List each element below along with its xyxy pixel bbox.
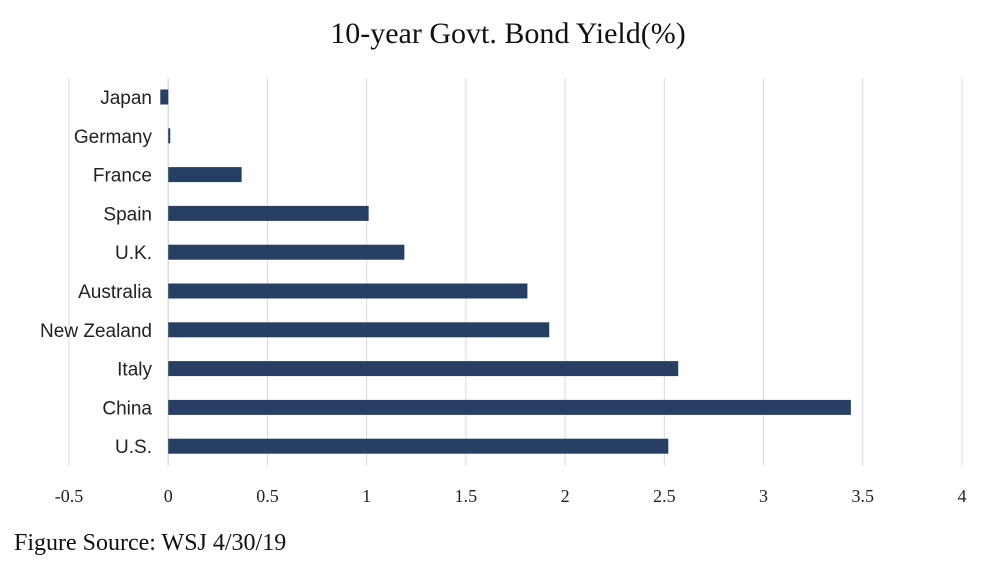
- bar-spain: [168, 205, 369, 221]
- x-tick-label: 0.5: [256, 486, 279, 506]
- category-label: U.K.: [115, 243, 152, 264]
- bar-france: [168, 167, 242, 183]
- category-label: Spain: [103, 204, 152, 225]
- x-tick-label: 2: [561, 486, 570, 506]
- category-labels: Japan Germany France Spain U.K. Australia New …: [40, 88, 152, 458]
- x-tick-label: 1: [362, 486, 371, 506]
- bar-u-k: [168, 244, 405, 260]
- x-tick-label: 4: [958, 486, 967, 506]
- category-label: France: [93, 166, 152, 187]
- category-label: China: [102, 398, 152, 419]
- x-tick-label: 3.5: [852, 486, 875, 506]
- bar-china: [168, 399, 851, 415]
- bar-new-zealand: [168, 322, 550, 338]
- chart-title: 10-year Govt. Bond Yield(%): [330, 17, 685, 50]
- x-tick-label: 3: [759, 486, 768, 506]
- category-label: Italy: [117, 360, 152, 381]
- x-tick-label: -0.5: [55, 486, 84, 506]
- bar-germany: [168, 128, 171, 144]
- bar-u-s: [168, 438, 669, 454]
- bars: [160, 89, 851, 454]
- bar-australia: [168, 283, 528, 299]
- category-label: Australia: [78, 282, 152, 303]
- category-label: Germany: [74, 127, 153, 148]
- category-label: Japan: [100, 88, 152, 109]
- figure-source: Figure Source: WSJ 4/30/19: [14, 530, 287, 556]
- bar-italy: [168, 361, 679, 377]
- category-label: U.S.: [115, 437, 152, 458]
- category-label: New Zealand: [40, 321, 152, 342]
- x-tick-label: 2.5: [653, 486, 676, 506]
- x-tick-label: 0: [164, 486, 173, 506]
- x-tick-labels: -0.5 0 0.5 1 1.5 2 2.5 3 3.5 4: [55, 486, 967, 506]
- bar-japan: [160, 89, 169, 105]
- x-tick-label: 1.5: [455, 486, 478, 506]
